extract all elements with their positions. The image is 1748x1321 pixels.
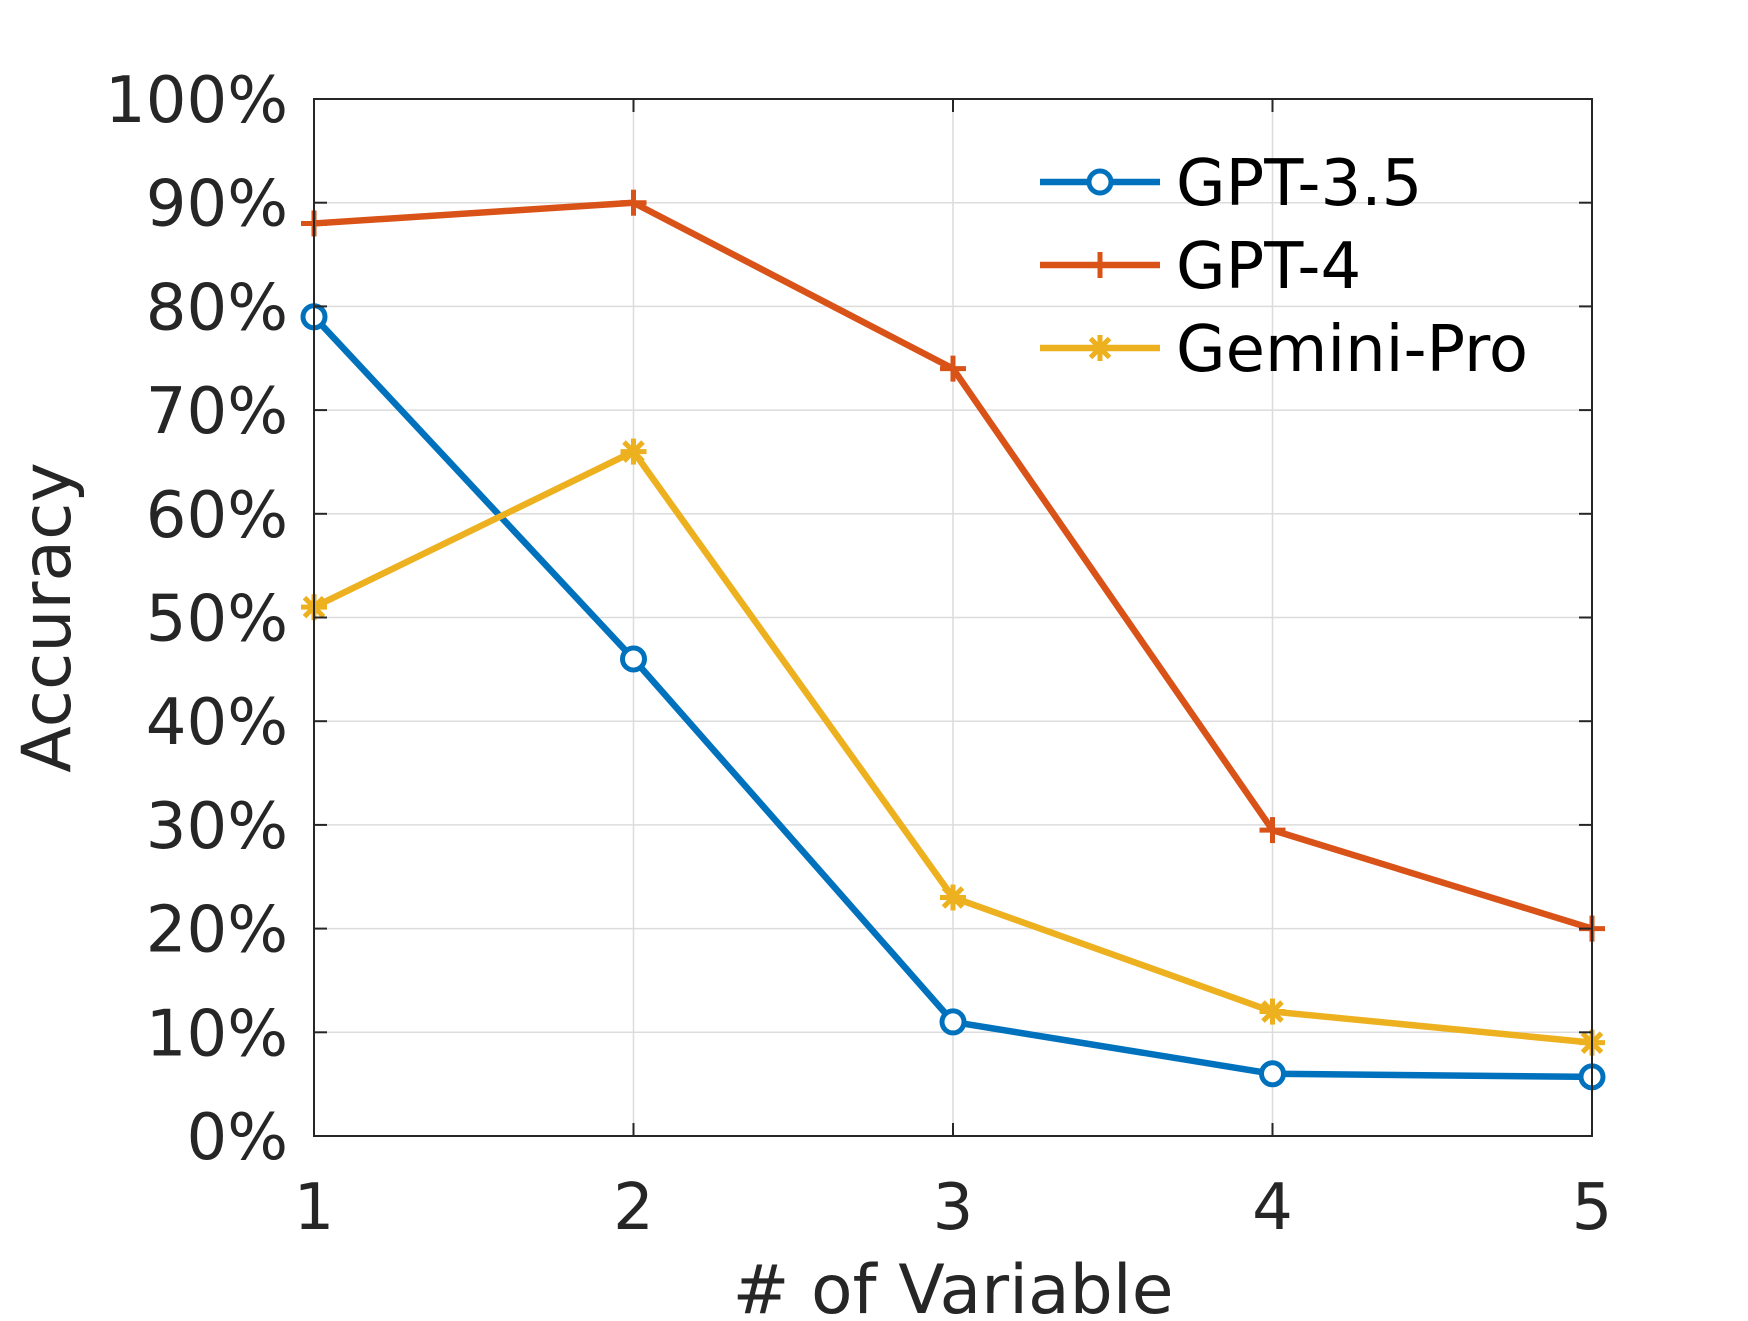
- data-point-gpt-4: [940, 355, 966, 382]
- y-tick-label: 80%: [146, 271, 288, 345]
- y-tick-label: 100%: [105, 64, 288, 138]
- legend-marker: [1087, 252, 1113, 278]
- x-tick-label: 3: [933, 1171, 974, 1245]
- y-tick-label: 40%: [146, 686, 288, 760]
- x-tick-label: 1: [294, 1171, 335, 1245]
- x-tick-label: 4: [1252, 1171, 1293, 1245]
- series-gemini-pro: [301, 438, 1605, 1056]
- legend-label: GPT-3.5: [1176, 147, 1422, 221]
- y-tick-label: 50%: [146, 583, 288, 657]
- y-tick-label: 30%: [146, 790, 288, 864]
- x-tick-label: 2: [613, 1171, 654, 1245]
- y-axis-label: Accuracy: [8, 462, 87, 772]
- legend-label: GPT-4: [1176, 230, 1361, 304]
- data-point-gemini-pro: [1259, 998, 1286, 1025]
- data-point-gpt-4: [620, 189, 647, 216]
- legend-item-gemini-pro: Gemini-Pro: [1040, 313, 1528, 387]
- ticks: 0% 10% 20% 30% 40% 50% 60% 70% 80% 90% 100% 1 2 3 4 5: [105, 64, 1612, 1245]
- legend-marker: [1087, 335, 1113, 361]
- x-axis-label: # of Variable: [732, 1251, 1173, 1321]
- legend-label: Gemini-Pro: [1176, 313, 1528, 387]
- grid: [314, 99, 1592, 1136]
- data-point-gpt-3-5: [939, 1008, 967, 1036]
- legend: GPT-3.5 GPT-4 Gemini-Pro: [1040, 147, 1528, 387]
- x-tick-label: 5: [1572, 1171, 1613, 1245]
- y-tick-label: 0%: [186, 1101, 288, 1175]
- y-tick-label: 10%: [146, 997, 288, 1071]
- series-layer: [300, 189, 1606, 1091]
- legend-marker: [1086, 168, 1114, 196]
- data-point-gemini-pro: [940, 884, 966, 911]
- data-point-gpt-3-5: [1259, 1060, 1286, 1088]
- legend-item-gpt-3-5: GPT-3.5: [1040, 147, 1422, 221]
- y-tick-label: 60%: [146, 479, 288, 553]
- y-tick-label: 90%: [146, 168, 288, 242]
- data-point-gpt-4: [1259, 817, 1286, 844]
- data-point-gpt-3-5: [620, 645, 647, 673]
- legend-item-gpt-4: GPT-4: [1040, 230, 1361, 304]
- y-tick-label: 20%: [146, 894, 288, 968]
- data-point-gemini-pro: [620, 438, 647, 465]
- y-tick-label: 70%: [146, 375, 288, 449]
- series-gpt-3-5: [300, 303, 1606, 1091]
